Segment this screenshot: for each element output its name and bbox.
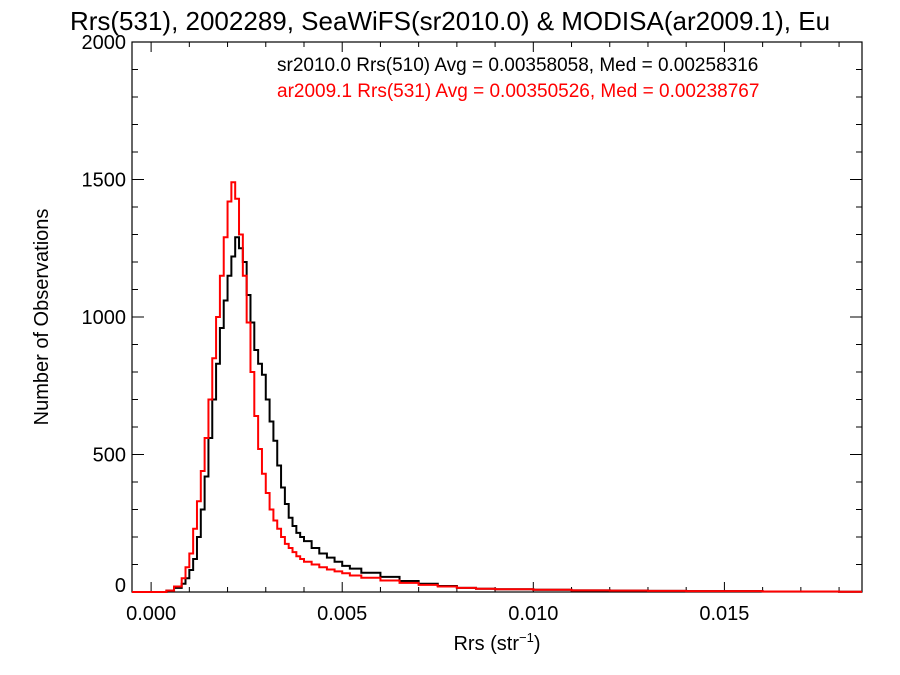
series-line-0 (132, 236, 862, 593)
chart-title: Rrs(531), 2002289, SeaWiFS(sr2010.0) & M… (70, 6, 830, 36)
series-layer (132, 181, 862, 593)
legend-entry-red: ar2009.1 Rrs(531) Avg = 0.00350526, Med … (277, 81, 759, 102)
legend-entry-black: sr2010.0 Rrs(510) Avg = 0.00358058, Med … (277, 55, 758, 76)
series-line-1 (132, 181, 862, 593)
x-tick-label: 0.000 (126, 603, 176, 625)
y-tick-label: 1500 (82, 170, 127, 192)
x-axis-label: Rrs (str−1) (453, 630, 540, 655)
x-tick-label: 0.005 (317, 603, 367, 625)
plot-frame (131, 41, 863, 593)
y-axis-label: Number of Observations (31, 209, 53, 426)
y-tick-label: 500 (93, 445, 126, 467)
x-tick-label: 0.010 (508, 603, 558, 625)
y-tick-label: 2000 (82, 32, 127, 54)
axis-ticks: 0.000 0.005 0.010 0.015 0 500 1000 1500 2000 (82, 32, 862, 625)
x-tick-label: 0.015 (699, 603, 749, 625)
y-tick-label: 1000 (82, 307, 127, 329)
y-tick-label: 0 (115, 575, 126, 597)
